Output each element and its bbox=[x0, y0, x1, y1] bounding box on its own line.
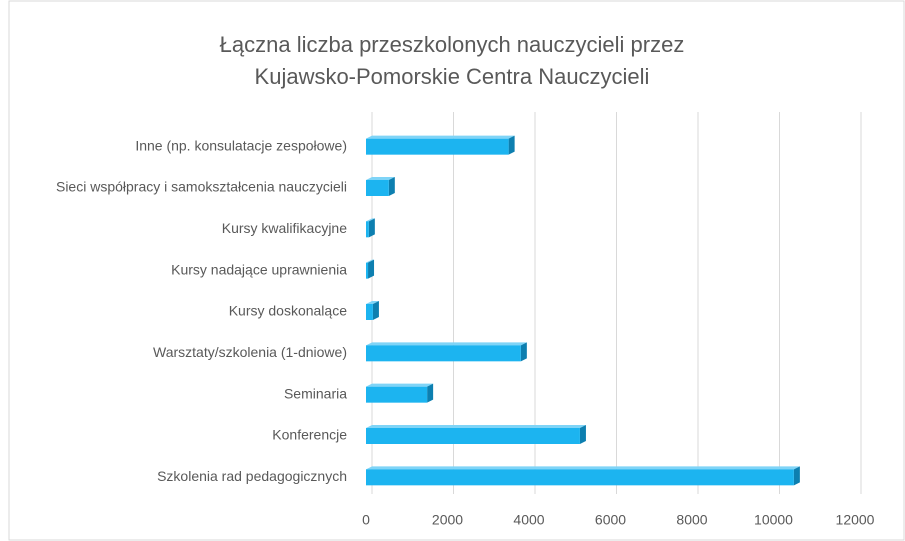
y-tick-label: Kursy kwalifikacyjne bbox=[222, 220, 347, 236]
bar-side bbox=[427, 383, 434, 403]
bar-top bbox=[366, 466, 800, 470]
bar-top bbox=[366, 301, 379, 304]
bar bbox=[366, 180, 389, 196]
bar-side bbox=[520, 342, 527, 362]
y-tick-label: Kursy doskonalące bbox=[229, 303, 348, 319]
x-tick-label: 4000 bbox=[513, 512, 544, 528]
x-tick-label: 8000 bbox=[676, 512, 707, 528]
bar-top bbox=[366, 383, 434, 387]
bar-top bbox=[366, 135, 515, 139]
bar bbox=[366, 469, 794, 486]
y-tick-label: Seminaria bbox=[284, 385, 347, 401]
bar-top bbox=[366, 218, 375, 222]
bar-side bbox=[508, 135, 515, 155]
chart-title: Kujawsko-Pomorskie Centra Nauczycieli bbox=[255, 64, 650, 89]
bar bbox=[366, 304, 373, 320]
bar-side bbox=[793, 466, 800, 486]
bar bbox=[366, 221, 369, 238]
bar-side bbox=[368, 259, 375, 279]
y-tick-label: Szkolenia rad pedagogicznych bbox=[157, 468, 347, 484]
bar-top bbox=[366, 259, 375, 263]
bar-side bbox=[372, 301, 379, 320]
x-tick-label: 2000 bbox=[432, 512, 463, 528]
bar bbox=[366, 345, 521, 362]
bar bbox=[366, 428, 580, 444]
bar-side bbox=[579, 425, 586, 444]
x-tick-label: 6000 bbox=[595, 512, 626, 528]
bar bbox=[366, 386, 428, 403]
bar-top bbox=[366, 177, 395, 180]
bar-top bbox=[366, 425, 586, 428]
bar-side bbox=[368, 218, 375, 238]
chart-border bbox=[8, 0, 905, 541]
y-tick-label: Inne (np. konsulatacje zespołowe) bbox=[135, 137, 347, 153]
bar bbox=[366, 138, 509, 155]
y-tick-label: Kursy nadające uprawnienia bbox=[171, 261, 347, 277]
y-tick-label: Konferencje bbox=[272, 427, 347, 443]
bar-side bbox=[388, 177, 395, 196]
x-tick-label: 12000 bbox=[836, 512, 875, 528]
chart-title: Łączna liczba przeszkolonych nauczycieli… bbox=[220, 32, 685, 57]
bar-top bbox=[366, 342, 527, 346]
bar bbox=[366, 262, 369, 279]
x-tick-label: 10000 bbox=[754, 512, 793, 528]
y-tick-label: Warsztaty/szkolenia (1-dniowe) bbox=[153, 344, 347, 360]
y-tick-label: Sieci współpracy i samokształcenia naucz… bbox=[56, 179, 347, 195]
x-tick-label: 0 bbox=[362, 512, 370, 528]
